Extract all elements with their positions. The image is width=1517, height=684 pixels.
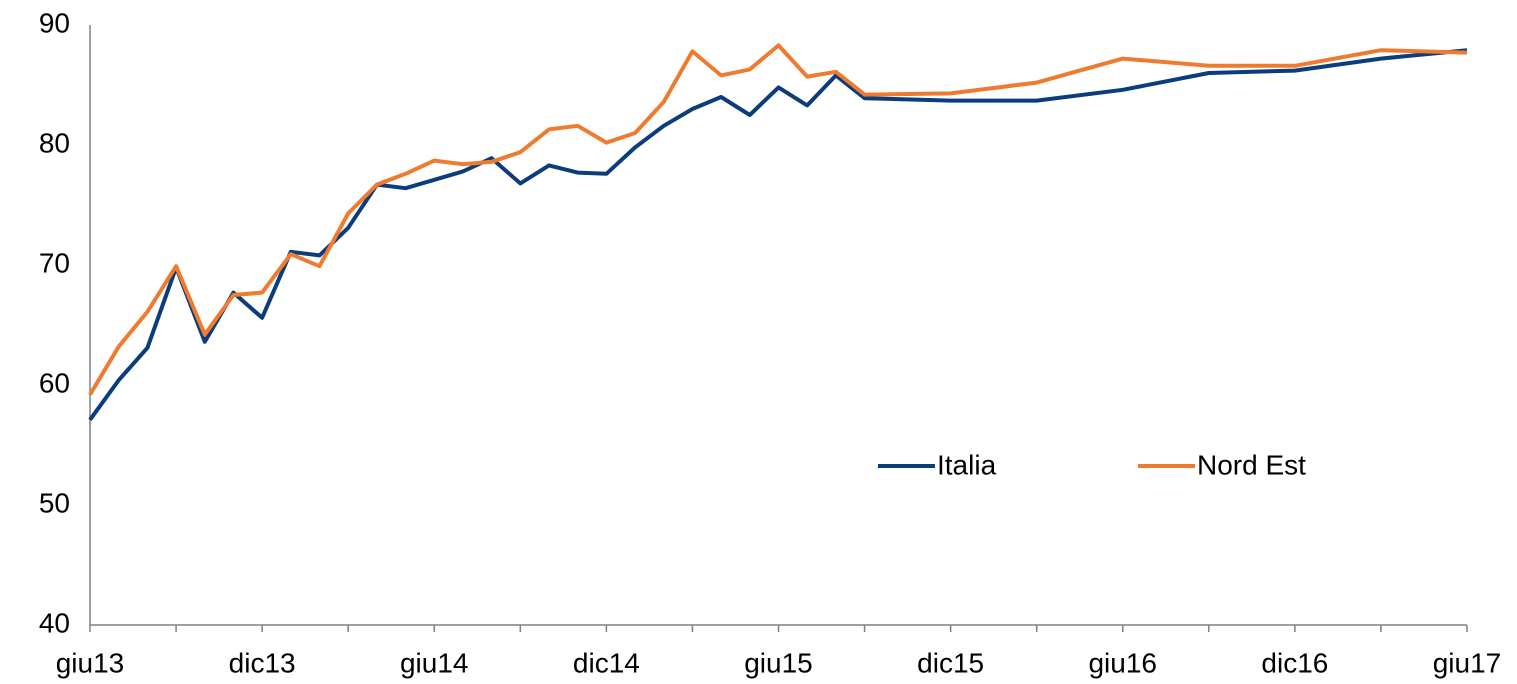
- x-tick-label: giu13: [56, 647, 125, 678]
- series-line: [88, 48, 1468, 421]
- x-tick-label: dic13: [229, 647, 296, 678]
- x-tick-label: giu15: [744, 647, 813, 678]
- x-tick-label: giu14: [400, 647, 469, 678]
- y-tick-label: 40: [39, 607, 70, 638]
- x-tick-label: giu16: [1088, 647, 1157, 678]
- y-tick-label: 70: [39, 247, 70, 278]
- y-tick-label: 80: [39, 127, 70, 158]
- series-line: [88, 43, 1468, 396]
- y-tick-label: 60: [39, 367, 70, 398]
- y-tick-label: 50: [39, 487, 70, 518]
- x-tick-label: giu17: [1433, 647, 1502, 678]
- y-tick-label: 90: [39, 7, 70, 38]
- legend-label: Italia: [937, 449, 997, 480]
- x-tick-label: dic15: [917, 647, 984, 678]
- x-tick-label: dic14: [573, 647, 640, 678]
- legend-label: Nord Est: [1197, 449, 1306, 480]
- x-tick-label: dic16: [1261, 647, 1328, 678]
